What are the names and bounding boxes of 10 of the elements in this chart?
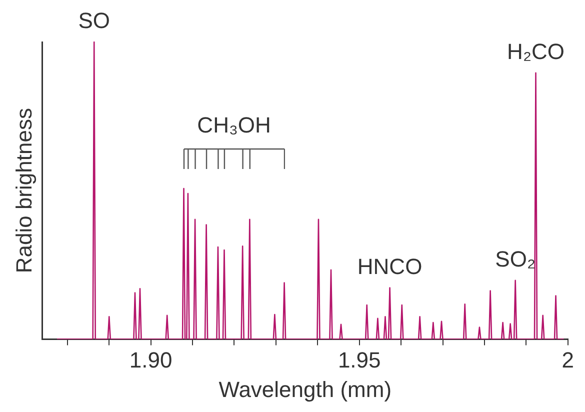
- annotation: H₂CO: [507, 38, 564, 64]
- y-axis-title: Radio brightness: [11, 108, 36, 274]
- x-tick-label: 1.90: [129, 347, 172, 372]
- x-tick-label: 1.95: [338, 347, 381, 372]
- x-axis-title: Wavelength (mm): [218, 376, 392, 402]
- annotation: HNCO: [357, 254, 422, 279]
- annotation: CH₃OH: [197, 112, 271, 138]
- x-tick-label: 2: [562, 347, 574, 372]
- annotation: SO: [78, 8, 110, 34]
- annotation: SO₂: [495, 246, 536, 272]
